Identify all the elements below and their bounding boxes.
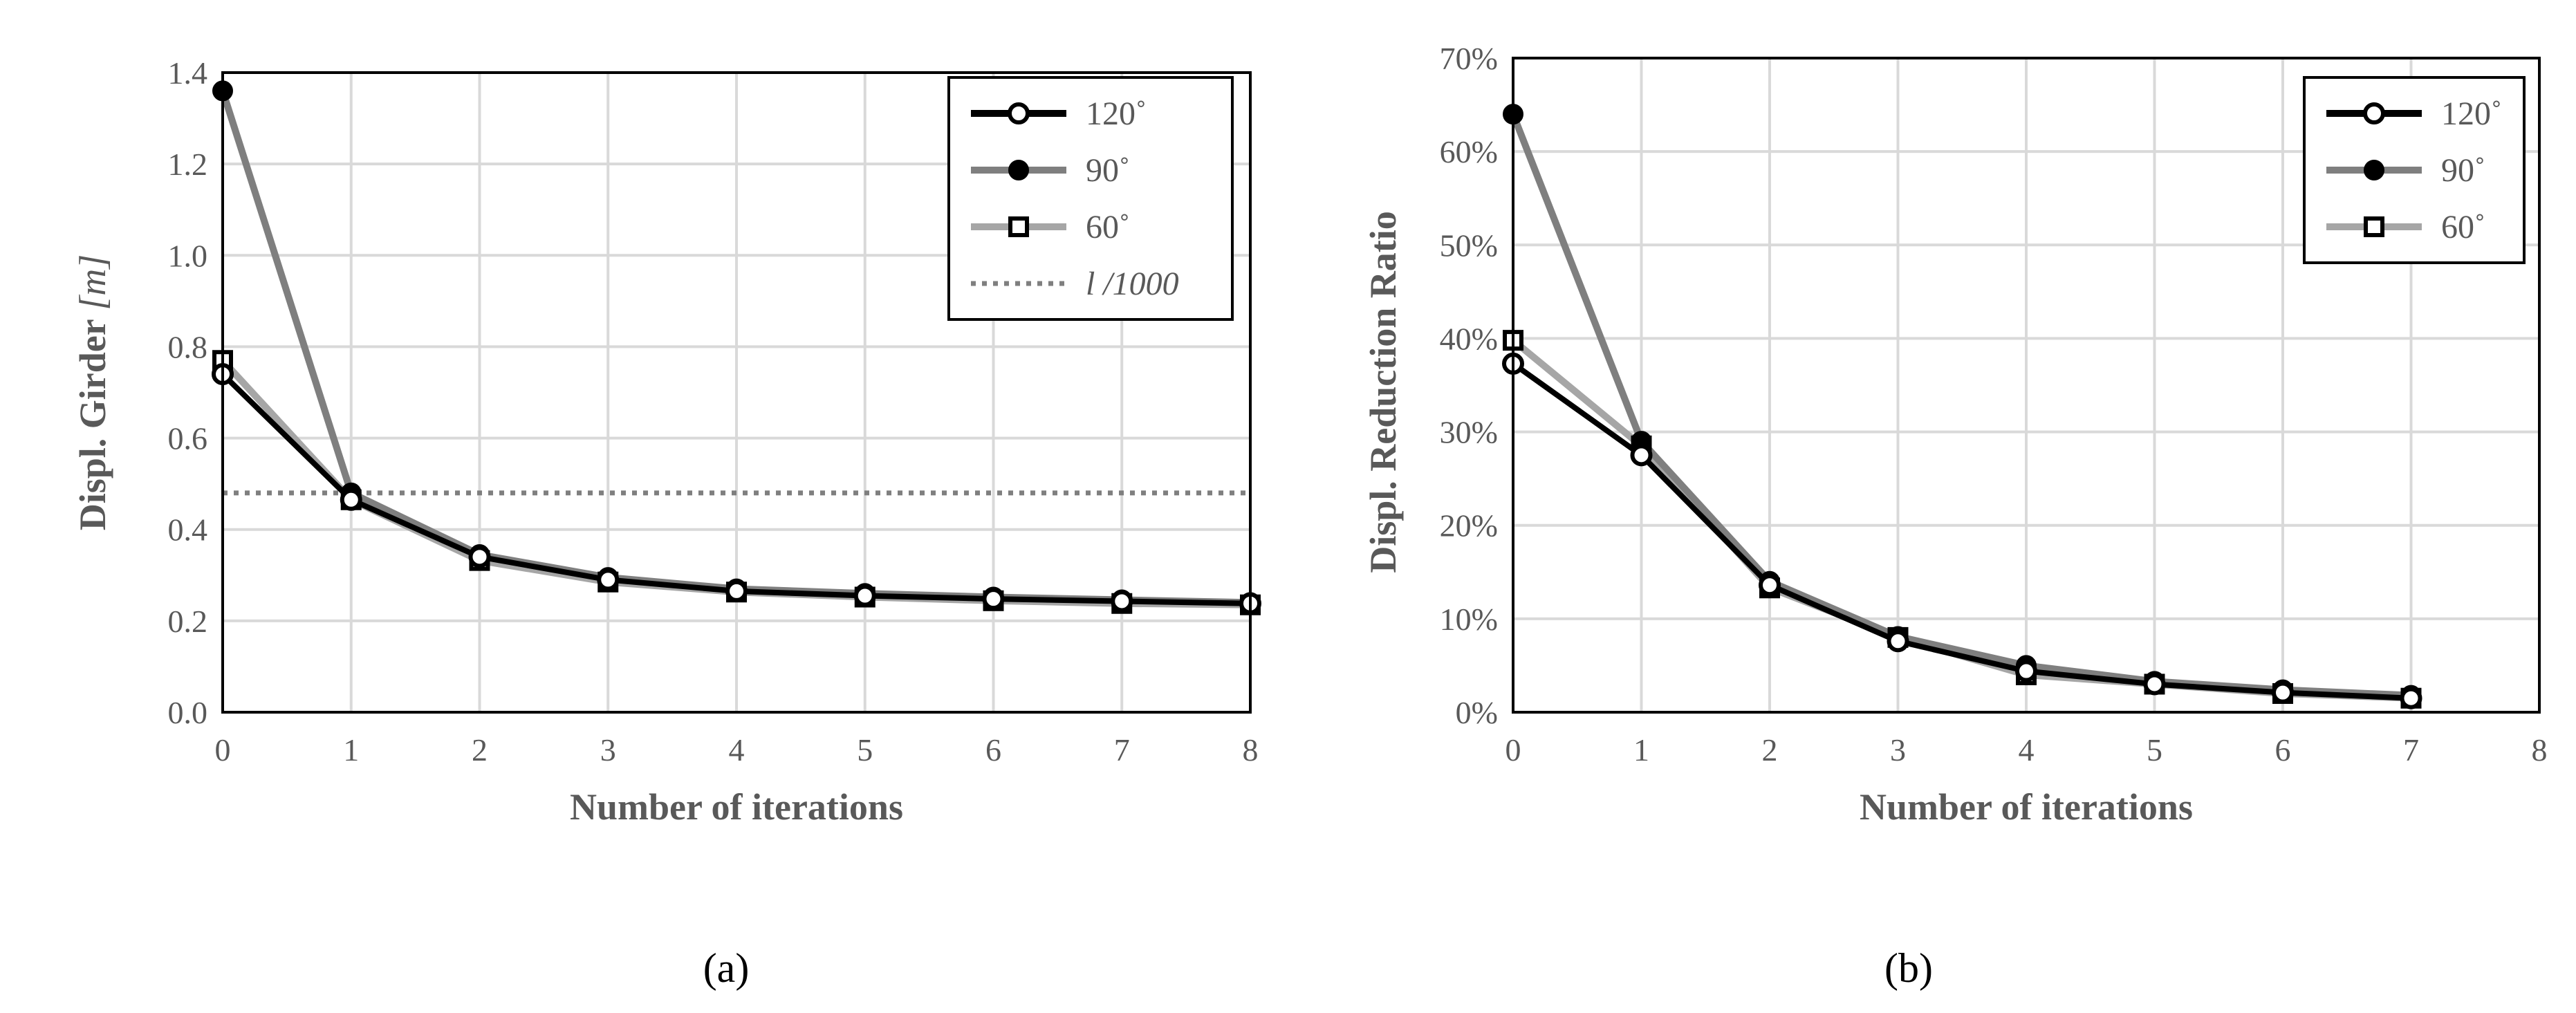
x-tick-label: 3 — [600, 732, 616, 768]
data-point-series-0 — [1759, 574, 1781, 597]
legend-label-2: 60˚ — [1086, 209, 1130, 245]
data-point-series-0 — [597, 568, 620, 591]
y-tick-label: 50% — [1440, 227, 1498, 263]
y-tick-label: 0.2 — [168, 604, 208, 639]
x-tick-label: 4 — [2019, 732, 2035, 768]
legend-marker-2 — [1008, 216, 1029, 237]
y-tick-label: 20% — [1440, 508, 1498, 543]
data-point-series-0 — [2015, 660, 2037, 682]
chart-b-x-tick-labels: 0 1 2 3 4 5 6 7 8 — [1505, 732, 2548, 768]
y-tick-label: 0.4 — [168, 512, 208, 548]
x-tick-label: 4 — [729, 732, 745, 768]
data-point-series-0 — [853, 584, 876, 607]
data-point-series-0 — [1111, 590, 1133, 613]
chart-b-legend: 120˚ 90˚ 60˚ — [2303, 76, 2526, 264]
chart-a-legend: 120˚ 90˚ 60˚ l /1000 — [947, 76, 1234, 321]
data-point-series-0 — [2143, 673, 2166, 696]
y-tick-label: 10% — [1440, 602, 1498, 637]
legend-box — [947, 76, 1234, 321]
legend-marker-1 — [1008, 160, 1029, 180]
y-tick-label: 0.6 — [168, 421, 208, 456]
x-tick-label: 5 — [857, 732, 873, 768]
x-tick-label: 0 — [1505, 732, 1521, 768]
chart-a-y-axis-title-unit: [m] — [72, 254, 113, 310]
y-tick-label: 1.0 — [168, 238, 208, 273]
chart-b-panel-label: (b) — [1884, 945, 1933, 991]
x-tick-label: 1 — [1633, 732, 1649, 768]
chart-a-panel-label: (a) — [703, 945, 750, 991]
legend-marker-0 — [1008, 102, 1030, 124]
chart-a-plot-frame — [221, 71, 1252, 714]
legend-marker-0 — [2363, 102, 2385, 124]
y-tick-label: 1.2 — [168, 147, 208, 182]
y-tick-label: 0.0 — [168, 695, 208, 730]
legend-label-1: 90˚ — [2441, 152, 2485, 189]
x-tick-label: 6 — [2275, 732, 2291, 768]
x-tick-label: 2 — [472, 732, 488, 768]
y-tick-label: 30% — [1440, 415, 1498, 450]
x-tick-label: 8 — [1243, 732, 1259, 768]
series-line-0 — [1511, 361, 2411, 701]
chart-a-y-tick-labels: 0.0 0.2 0.4 0.6 0.8 1.0 1.2 1.4 — [168, 55, 208, 730]
x-tick-label: 8 — [2532, 732, 2548, 768]
legend-label-1: 90˚ — [1086, 152, 1130, 189]
chart-b-x-axis-title: Number of iterations — [1860, 786, 2193, 828]
chart-b-plot-frame — [1512, 57, 2541, 714]
chart-panel-b: 0% 10% 20% 30% 40% 50% 60% 70% 0 1 2 3 4 5 6 7 8 Number… — [1362, 41, 2548, 991]
data-point-series-0 — [982, 588, 1005, 611]
data-point-series-0 — [1630, 444, 1653, 467]
chart-b-y-tick-labels: 0% 10% 20% 30% 40% 50% 60% 70% — [1440, 41, 1498, 730]
y-tick-label: 0.8 — [168, 329, 208, 364]
chart-a-x-tick-labels: 0 1 2 3 4 5 6 7 8 — [215, 732, 1259, 768]
y-tick-label: 60% — [1440, 134, 1498, 169]
x-tick-label: 2 — [1762, 732, 1778, 768]
chart-a-x-axis-title: Number of iterations — [570, 786, 903, 828]
y-tick-label: 1.4 — [168, 55, 208, 91]
chart-b-series — [1502, 104, 2422, 709]
chart-b-grid — [1513, 58, 2539, 712]
legend-label-0: 120˚ — [2441, 95, 2502, 132]
chart-a-series — [212, 80, 1261, 615]
legend-label-reference: l /1000 — [1086, 266, 1179, 302]
y-tick-label: 70% — [1440, 41, 1498, 76]
chart-a-y-axis-title: Displ. Girder [m] — [72, 254, 113, 531]
series-line-1 — [1510, 113, 2411, 699]
legend-label-2: 60˚ — [2441, 209, 2485, 245]
y-tick-label: 40% — [1440, 321, 1498, 356]
x-tick-label: 1 — [343, 732, 359, 768]
x-tick-label: 6 — [985, 732, 1001, 768]
data-point-series-0 — [1887, 630, 1909, 653]
x-tick-label: 3 — [1890, 732, 1906, 768]
chart-panel-a: 0.0 0.2 0.4 0.6 0.8 1.0 1.2 1.4 0 1 2 3 4 5 6 7 8 Numbe… — [72, 55, 1261, 991]
legend-label-0: 120˚ — [1086, 95, 1147, 132]
data-point-series-0 — [725, 579, 748, 602]
x-tick-label: 7 — [2403, 732, 2419, 768]
data-point-series-0 — [468, 546, 491, 568]
legend-marker-2 — [2364, 216, 2384, 237]
x-tick-label: 7 — [1114, 732, 1130, 768]
chart-b-y-axis-title: Displ. Reduction Ratio — [1362, 211, 1404, 573]
x-tick-label: 0 — [215, 732, 231, 768]
y-tick-label: 0% — [1456, 695, 1498, 730]
data-point-series-0 — [340, 488, 362, 511]
data-point-series-0 — [2400, 687, 2422, 709]
x-tick-label: 5 — [2147, 732, 2162, 768]
data-point-series-0 — [2272, 681, 2294, 704]
chart-a-y-axis-title-text: Displ. Girder — [72, 310, 113, 531]
legend-marker-1 — [2364, 160, 2384, 180]
